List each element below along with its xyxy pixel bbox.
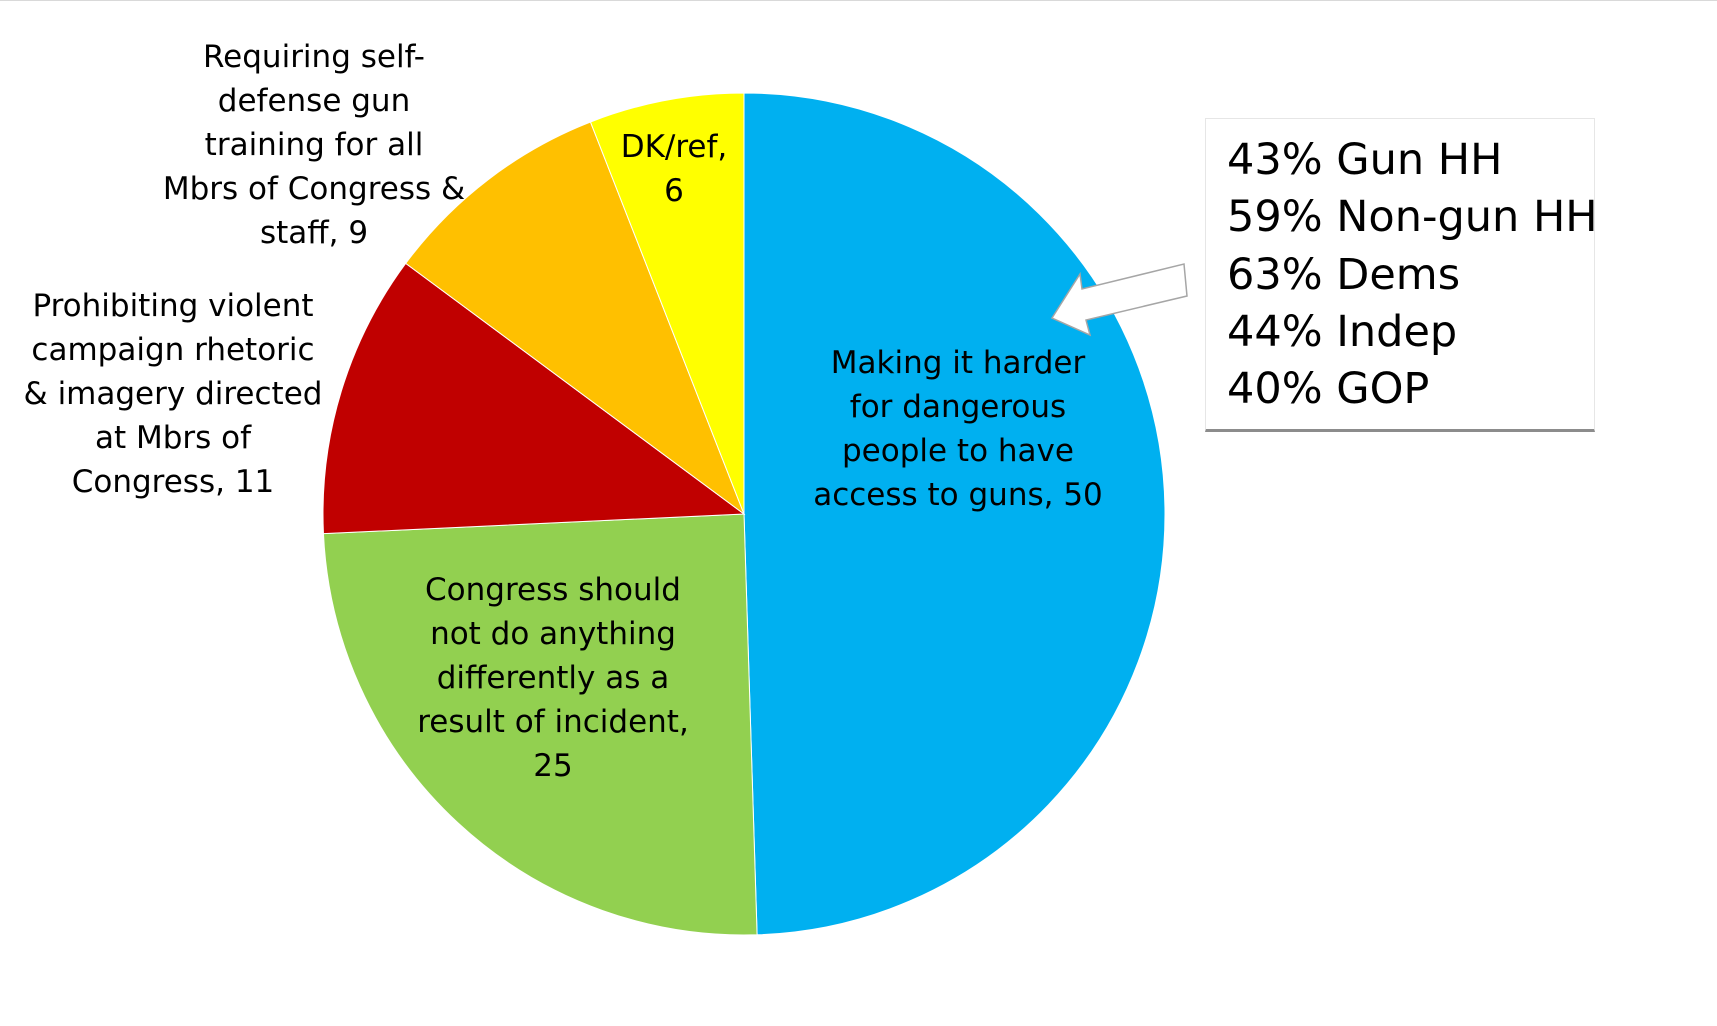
top-rule: [0, 0, 1717, 1]
slice-label: Congress should not do anything differentl…: [417, 572, 689, 784]
callout-line: 59% Non-gun HH: [1227, 192, 1598, 242]
callout-arrow-icon: [1050, 263, 1188, 337]
pie-slices: [322, 92, 1166, 936]
slice-labels: Making it harder for dangerous people to h…: [24, 39, 1103, 784]
pie-slice: [589, 92, 745, 515]
pie-slice: [743, 92, 1166, 936]
pie-slice: [322, 513, 758, 936]
callout-line: 63% Dems: [1227, 250, 1461, 300]
callout-line: 44% Indep: [1227, 307, 1458, 357]
pie-slice: [405, 121, 746, 516]
slice-label: Requiring self-defense gun training for a…: [163, 39, 465, 251]
callout-line: 43% Gun HH: [1227, 135, 1503, 185]
pie-slice: [322, 262, 746, 535]
slice-label: Prohibiting violent campaign rhetoric & im…: [24, 288, 323, 500]
slice-label: Making it harder for dangerous people to h…: [813, 345, 1103, 513]
slice-label: DK/ref, 6: [621, 129, 728, 209]
callout-box: 43% Gun HH 59% Non-gun HH 63% Dems 44% I…: [1205, 118, 1598, 432]
arrow-icon: [1050, 263, 1188, 337]
callout-line: 40% GOP: [1227, 364, 1430, 414]
